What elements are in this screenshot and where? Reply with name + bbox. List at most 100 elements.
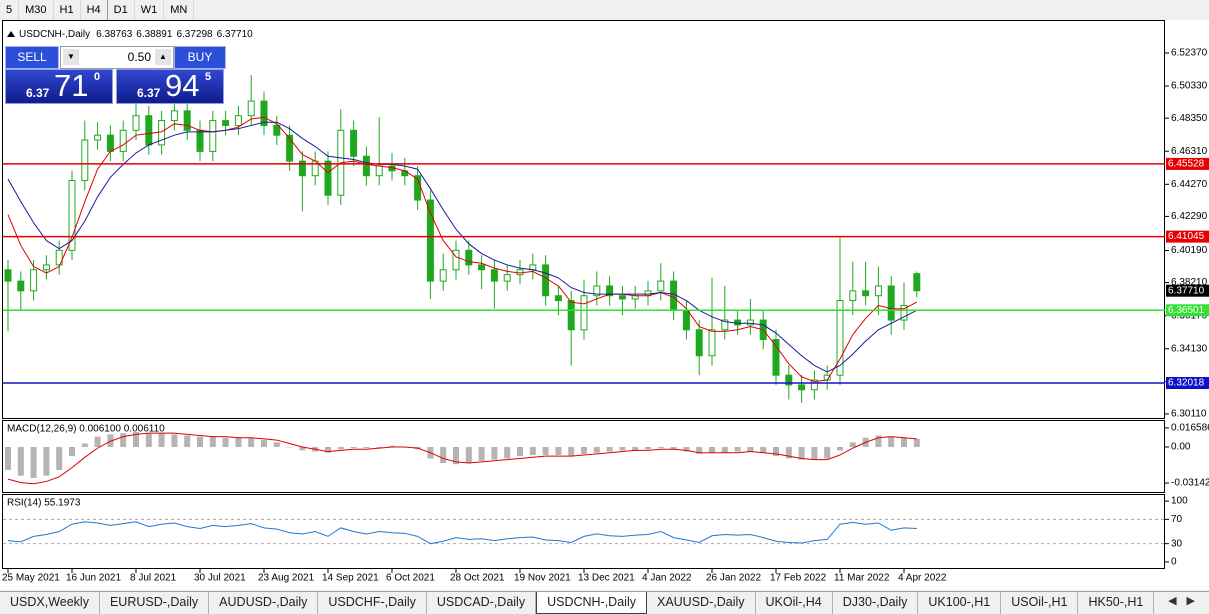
- y-tick-label: 0: [1171, 557, 1177, 568]
- candle-body: [465, 249, 473, 266]
- candle-body: [785, 374, 793, 386]
- macd-bar: [235, 437, 242, 447]
- chart-tab[interactable]: USOil-,H1: [1001, 592, 1079, 614]
- chart-tab[interactable]: XAUUSD-,Daily: [647, 592, 756, 614]
- candle-body: [145, 115, 153, 146]
- candle-body: [695, 329, 703, 357]
- macd-bar: [184, 435, 191, 447]
- x-tick-label: 4 Apr 2022: [898, 573, 947, 584]
- chart-tab-active[interactable]: USDCNH-,Daily: [536, 592, 647, 614]
- candle-body: [836, 300, 844, 376]
- one-click-trading: SELL ▼ 0.50 ▲ BUY 6.37 71 0 6.37 94 5: [5, 46, 226, 104]
- x-tick-label: 6 Oct 2021: [386, 573, 435, 584]
- x-tick-label: 19 Nov 2021: [514, 573, 571, 584]
- macd-bar: [273, 442, 280, 447]
- candle-body: [874, 285, 882, 297]
- timeframe-button[interactable]: W1: [135, 0, 165, 20]
- buy-button[interactable]: BUY: [174, 46, 226, 69]
- y-tick-label: 100: [1171, 496, 1188, 507]
- macd-bar: [849, 442, 856, 447]
- bid-quote[interactable]: 6.37 71 0: [5, 68, 113, 104]
- candle-body: [119, 129, 127, 152]
- candle-body: [106, 134, 114, 152]
- macd-bar: [491, 446, 498, 460]
- macd-bar: [69, 446, 75, 457]
- macd-bar: [657, 446, 664, 449]
- ask-quote[interactable]: 6.37 94 5: [116, 68, 224, 104]
- macd-bar: [709, 446, 715, 453]
- candle-body: [4, 269, 12, 282]
- candle-body: [887, 285, 895, 321]
- macd-bar: [465, 446, 472, 464]
- candle-body: [734, 319, 742, 326]
- candle-body: [94, 134, 102, 141]
- y-tick-label: 30: [1171, 538, 1183, 549]
- level-label: 6.45528: [1168, 159, 1205, 170]
- chart-tab[interactable]: DJ30-,Daily: [833, 592, 919, 614]
- chart-tab[interactable]: EURUSD-,Daily: [100, 592, 210, 614]
- chart-tab[interactable]: USDCAD-,Daily: [427, 592, 537, 614]
- lot-spinner[interactable]: ▼ 0.50 ▲: [60, 46, 174, 69]
- timeframe-button[interactable]: M30: [19, 0, 54, 20]
- candle-body: [324, 160, 332, 196]
- timeframe-button[interactable]: 5: [0, 0, 20, 20]
- spin-up[interactable]: ▲: [155, 49, 171, 65]
- chart-tab[interactable]: UKOil-,H4: [756, 592, 833, 614]
- y-tick-label: 6.52370: [1171, 48, 1208, 59]
- price-panel: [2, 20, 1165, 419]
- y-tick-label: 0.00: [1171, 442, 1191, 453]
- last-price-box: [1166, 284, 1209, 297]
- candle-body: [375, 165, 383, 177]
- y-tick-label: 6.34130: [1171, 343, 1208, 354]
- open-price: 6.38763: [96, 29, 133, 40]
- timeframe-button[interactable]: H4: [81, 0, 108, 20]
- lot-size[interactable]: 0.50: [127, 50, 151, 64]
- candle-body: [618, 295, 626, 300]
- macd-bar: [913, 438, 920, 447]
- candle-body: [849, 290, 857, 302]
- timeframe-button[interactable]: D1: [108, 0, 135, 20]
- x-tick-label: 14 Sep 2021: [322, 573, 379, 584]
- macd-bar: [645, 446, 651, 450]
- candle-body: [721, 319, 729, 331]
- chart-tab[interactable]: UK100-,H1: [918, 592, 1002, 614]
- candle-body: [913, 273, 921, 292]
- moving-average: [7, 116, 918, 383]
- candle-body: [798, 384, 806, 391]
- chart-tab[interactable]: USDCHF-,Daily: [318, 592, 427, 614]
- chart-tab[interactable]: USDX,Weekly: [0, 592, 100, 614]
- candle-body: [196, 129, 204, 152]
- macd-bar: [581, 446, 587, 454]
- candle-body: [55, 249, 63, 266]
- macd-bar: [901, 437, 907, 447]
- symbol: USDCNH-,Daily: [19, 29, 90, 40]
- candle-body: [478, 264, 486, 271]
- y-tick-label: 6.44270: [1171, 179, 1208, 190]
- macd-bar: [197, 436, 203, 447]
- timeframe-button[interactable]: MN: [164, 0, 195, 20]
- chart-tab[interactable]: AUDUSD-,Daily: [209, 592, 319, 614]
- macd-bar: [517, 446, 523, 457]
- candle-body: [260, 100, 268, 126]
- candle-body: [183, 110, 191, 131]
- spin-down[interactable]: ▼: [63, 49, 79, 65]
- tab-scroll[interactable]: ◀▶: [1168, 595, 1205, 607]
- macd-bar: [798, 446, 805, 460]
- close-price: 6.37710: [217, 29, 254, 40]
- chart: USDCNH-,Daily 6.38763 6.38891 6.37298 6.3771…: [0, 20, 1209, 590]
- collapse-icon[interactable]: [7, 31, 15, 37]
- macd-bar: [619, 446, 626, 451]
- candle-body: [542, 264, 550, 297]
- high-price: 6.38891: [136, 29, 173, 40]
- macd-panel: [2, 420, 1165, 493]
- chart-tab[interactable]: HK50-,H1: [1078, 592, 1155, 614]
- bid-fraction: 0: [94, 71, 101, 83]
- candle-body: [298, 160, 306, 177]
- sell-button[interactable]: SELL: [5, 46, 59, 69]
- y-tick-label: 6.48350: [1171, 113, 1208, 124]
- y-tick-label: 6.30110: [1171, 409, 1207, 420]
- x-tick-label: 8 Jul 2021: [130, 573, 177, 584]
- macd-bar: [773, 446, 779, 457]
- timeframe-button[interactable]: H1: [54, 0, 81, 20]
- macd-bar: [824, 446, 831, 459]
